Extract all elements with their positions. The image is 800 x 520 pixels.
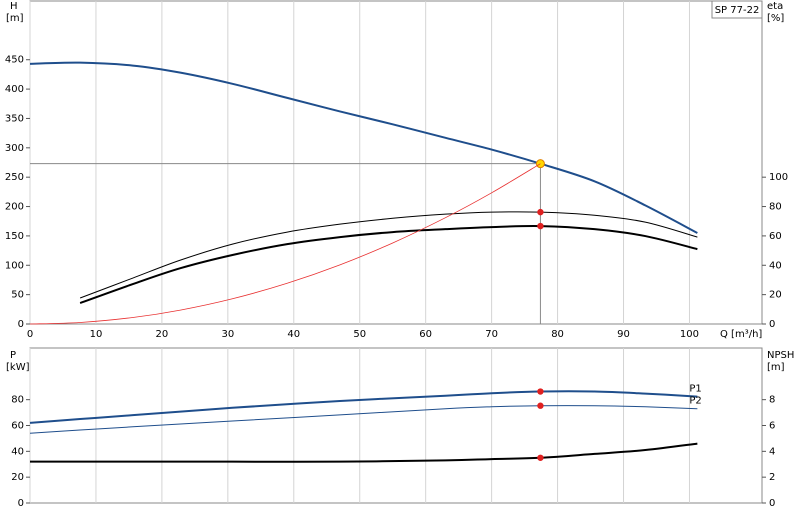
y2-tick-label: 6 xyxy=(769,421,775,432)
x-tick-label: 90 xyxy=(617,329,630,340)
y2-tick-label: 60 xyxy=(769,231,782,242)
operating-point xyxy=(537,222,544,230)
y-axis-label: H xyxy=(10,1,18,12)
y2-axis-unit: [m] xyxy=(767,362,785,373)
y-tick-label: 100 xyxy=(5,260,24,271)
x-tick-label: 10 xyxy=(90,329,103,340)
y-tick-label: 350 xyxy=(5,113,24,124)
y-tick-label: 60 xyxy=(11,421,24,432)
y2-axis-unit: [%] xyxy=(767,13,784,24)
x-tick-label: 50 xyxy=(353,329,366,340)
y-axis-unit: [m] xyxy=(6,13,24,24)
curve xyxy=(29,61,698,234)
y-tick-label: 200 xyxy=(5,202,24,213)
operating-point xyxy=(537,402,544,409)
y-axis-label: P xyxy=(10,350,16,361)
operating-point xyxy=(537,454,544,461)
y2-tick-label: 20 xyxy=(769,290,782,301)
y2-tick-label: 0 xyxy=(769,498,775,509)
y2-tick-label: 4 xyxy=(769,446,775,457)
y-axis-unit: [kW] xyxy=(6,362,30,373)
operating-point xyxy=(537,208,544,216)
x-axis-label: Q [m³/h] xyxy=(720,329,762,340)
y-tick-label: 150 xyxy=(5,231,24,242)
x-tick-label: 40 xyxy=(287,329,300,340)
series-label: P1 xyxy=(689,384,701,395)
y-tick-label: 20 xyxy=(11,472,24,483)
y-tick-label: 40 xyxy=(11,446,24,457)
y2-tick-label: 100 xyxy=(769,172,788,183)
curve xyxy=(29,390,698,424)
x-tick-label: 20 xyxy=(156,329,169,340)
y2-tick-label: 80 xyxy=(769,202,782,213)
x-tick-label: 80 xyxy=(551,329,564,340)
y-tick-label: 0 xyxy=(18,498,24,509)
chart-title: SP 77-22 xyxy=(715,5,760,16)
x-tick-label: 100 xyxy=(680,329,699,340)
y2-tick-label: 2 xyxy=(769,472,775,483)
y-tick-label: 450 xyxy=(5,55,24,66)
y2-tick-label: 8 xyxy=(769,395,775,406)
title-box xyxy=(711,0,763,19)
curve xyxy=(29,405,698,434)
curve xyxy=(79,224,698,304)
y-tick-label: 80 xyxy=(11,395,24,406)
operating-point xyxy=(537,388,544,395)
y2-tick-label: 40 xyxy=(769,260,782,271)
y-tick-label: 300 xyxy=(5,143,24,154)
x-tick-label: 70 xyxy=(485,329,498,340)
curve xyxy=(30,442,698,463)
series-label: P2 xyxy=(689,396,701,407)
x-tick-label: 0 xyxy=(27,329,33,340)
curve xyxy=(29,163,541,325)
x-tick-label: 60 xyxy=(419,329,432,340)
curve xyxy=(79,211,698,299)
x-tick-label: 30 xyxy=(221,329,234,340)
y2-axis-label: eta xyxy=(767,1,783,12)
y2-tick-label: 0 xyxy=(769,319,775,330)
y-tick-label: 400 xyxy=(5,84,24,95)
y-tick-label: 0 xyxy=(18,319,24,330)
y-tick-label: 50 xyxy=(11,290,24,301)
y-tick-label: 250 xyxy=(5,172,24,183)
y2-axis-label: NPSH xyxy=(767,350,794,361)
